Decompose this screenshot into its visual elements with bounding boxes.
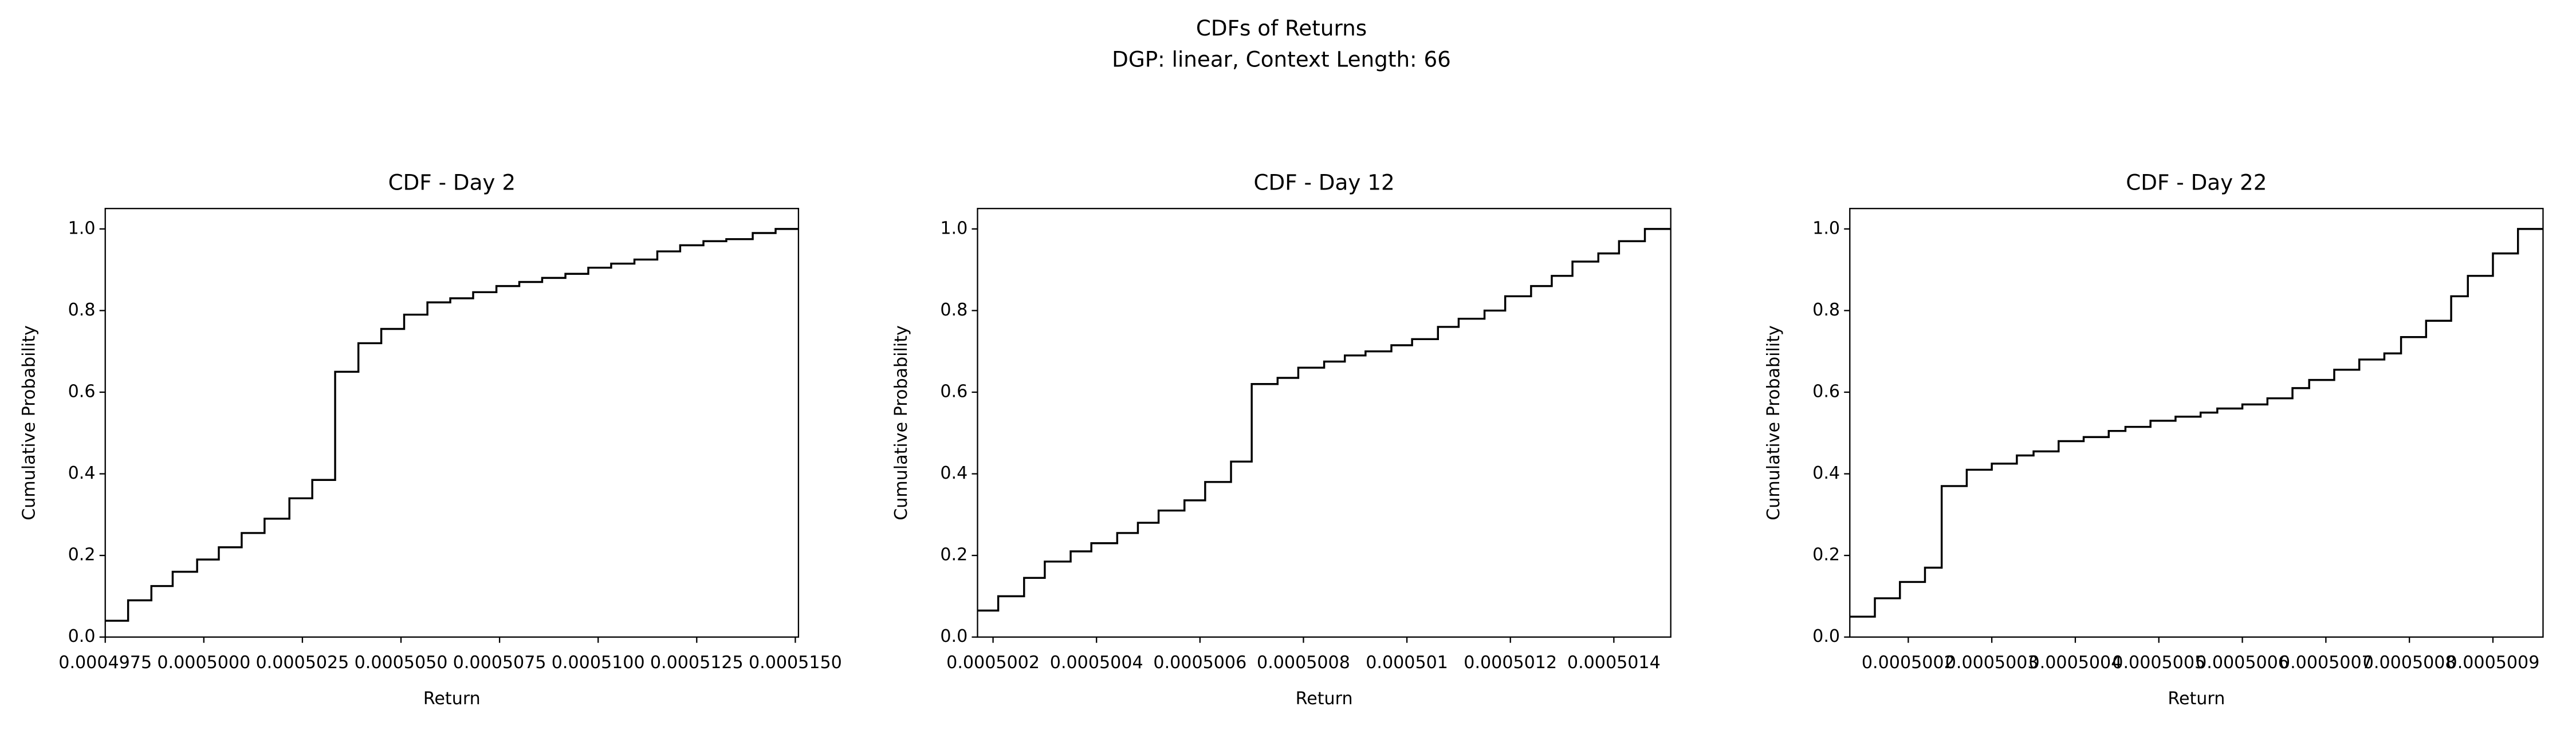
- x-tick-label: 0.0005150: [749, 653, 842, 673]
- x-tick-label: 0.0005014: [1567, 653, 1661, 673]
- x-tick-label: 0.0005002: [1862, 653, 1955, 673]
- y-axis-label: Cumulative Probability: [19, 325, 39, 520]
- x-tick-label: 0.0005075: [453, 653, 546, 673]
- y-tick-label: 0.8: [940, 300, 968, 320]
- y-tick-label: 0.6: [940, 381, 968, 401]
- x-axis-label: Return: [1296, 689, 1353, 709]
- y-tick-label: 0.4: [1812, 463, 1840, 483]
- y-tick-label: 0.0: [68, 626, 96, 646]
- x-tick-label: 0.0005009: [2447, 653, 2540, 673]
- cdf-line: [1850, 228, 2543, 618]
- cdf-line: [977, 228, 1671, 612]
- y-tick-label: 0.6: [68, 381, 96, 401]
- x-tick-label: 0.0005003: [1945, 653, 2039, 673]
- figure-title: CDFs of Returns: [1196, 15, 1367, 41]
- y-tick-label: 1.0: [1812, 218, 1840, 238]
- x-tick-label: 0.0005008: [1257, 653, 1350, 673]
- x-tick-label: 0.0005007: [2279, 653, 2373, 673]
- subplot-title: CDF - Day 22: [2126, 170, 2267, 195]
- y-axis-label: Cumulative Probability: [891, 325, 911, 520]
- subplot-title: CDF - Day 2: [388, 170, 516, 195]
- y-tick-label: 0.2: [940, 545, 968, 565]
- y-axis-label: Cumulative Probability: [1764, 325, 1784, 520]
- x-tick-label: 0.0005100: [552, 653, 645, 673]
- y-tick-label: 0.4: [68, 463, 96, 483]
- y-tick-label: 0.2: [1812, 545, 1840, 565]
- x-tick-label: 0.0005005: [2112, 653, 2205, 673]
- subplot-title: CDF - Day 12: [1254, 170, 1395, 195]
- x-axis-label: Return: [2168, 689, 2225, 709]
- y-tick-label: 0.4: [940, 463, 968, 483]
- x-tick-label: 0.0005025: [256, 653, 349, 673]
- x-tick-label: 0.0005004: [1050, 653, 1143, 673]
- cdf-line: [105, 228, 799, 622]
- x-tick-label: 0.0005004: [2029, 653, 2122, 673]
- x-tick-label: 0.0005050: [355, 653, 448, 673]
- y-tick-label: 0.0: [940, 626, 968, 646]
- x-tick-label: 0.0004975: [58, 653, 152, 673]
- y-tick-label: 0.0: [1812, 626, 1840, 646]
- y-tick-label: 0.8: [1812, 300, 1840, 320]
- y-tick-label: 0.6: [1812, 381, 1840, 401]
- x-tick-label: 0.0005008: [2363, 653, 2456, 673]
- x-tick-label: 0.0005006: [2196, 653, 2289, 673]
- x-tick-label: 0.0005002: [946, 653, 1040, 673]
- axes-frame: [1849, 208, 2544, 638]
- axes-frame: [104, 208, 800, 638]
- figure-subtitle: DGP: linear, Context Length: 66: [1112, 47, 1451, 72]
- y-tick-label: 1.0: [68, 218, 96, 238]
- y-tick-label: 0.8: [68, 300, 96, 320]
- axes-frame: [977, 208, 1672, 638]
- x-axis-label: Return: [423, 689, 481, 709]
- x-tick-label: 0.0005012: [1464, 653, 1557, 673]
- x-tick-label: 0.0005125: [650, 653, 744, 673]
- y-tick-label: 1.0: [940, 218, 968, 238]
- y-tick-label: 0.2: [68, 545, 96, 565]
- x-tick-label: 0.0005006: [1153, 653, 1246, 673]
- x-tick-label: 0.0005000: [157, 653, 250, 673]
- x-tick-label: 0.000501: [1366, 653, 1448, 673]
